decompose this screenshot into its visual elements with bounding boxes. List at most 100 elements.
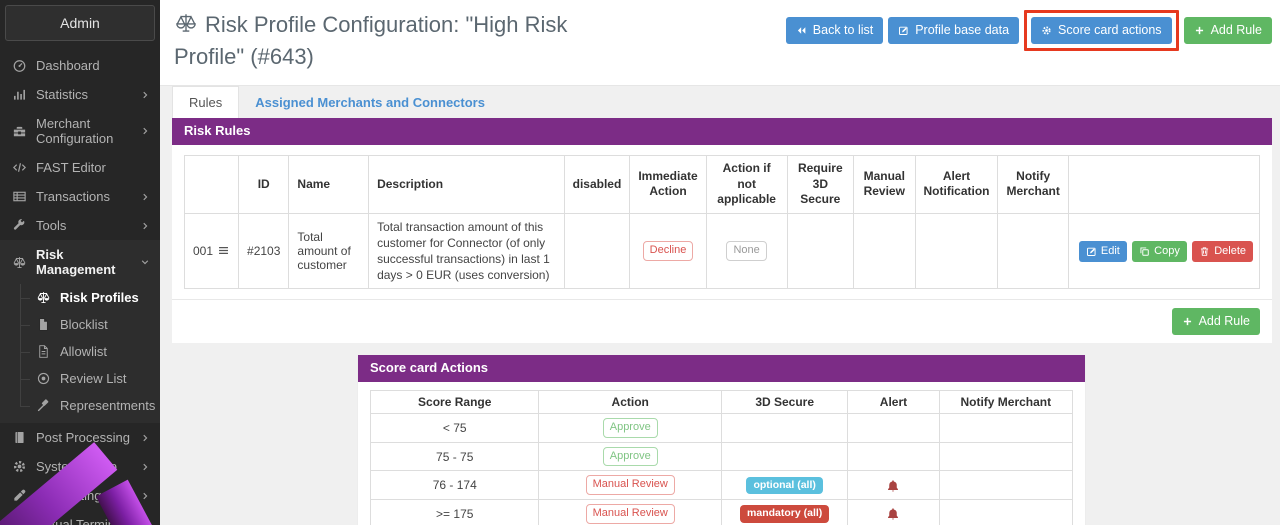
column-header-3d-secure: 3D Secure (720, 389, 849, 414)
score-action-cell: Manual Review (538, 499, 722, 525)
highlight-box-top: Score card actions (1024, 10, 1179, 51)
column-header-handle (183, 154, 240, 214)
sidebar-item-label: Virtual Terminal (36, 517, 126, 525)
page-title-text: Risk Profile Configuration: "High Risk P… (174, 12, 568, 69)
sidebar-item-dashboard[interactable]: Dashboard (0, 51, 160, 80)
score-row: 76 - 174 Manual Review optional (all) (369, 470, 1074, 501)
sidebar-item-review-list[interactable]: Review List (0, 365, 160, 392)
copy-icon (1140, 247, 1149, 256)
plus-icon (1183, 318, 1191, 326)
calculator-icon (14, 518, 25, 525)
sidebar-item-risk-management[interactable]: Risk Management (0, 240, 160, 284)
button-label: Edit (1100, 244, 1120, 257)
sidebar-item-allowlist[interactable]: Allowlist (0, 338, 160, 365)
sidebar-item-label: Merchant Configuration (36, 116, 114, 146)
edit-icon (1086, 247, 1096, 256)
sidebar-item-risk-profiles[interactable]: Risk Profiles (0, 284, 160, 311)
sidebar-item-blocklist[interactable]: Blocklist (0, 311, 160, 338)
tab-assigned-merchants-and-connectors[interactable]: Assigned Merchants and Connectors (255, 95, 485, 110)
button-label: Score card actions (1058, 23, 1162, 37)
drag-handle-icon[interactable] (217, 244, 230, 257)
sidebar-item-label: Tools (36, 218, 67, 233)
button-label: Profile base data (915, 23, 1010, 37)
sidebar-item-representments[interactable]: Representments (0, 392, 160, 419)
button-label: Back to list (812, 23, 874, 37)
book-icon (14, 431, 25, 444)
file-icon (39, 318, 48, 331)
rule-description-cell: Total transaction amount of this custome… (368, 212, 565, 290)
copy-rule-button[interactable]: Copy (1132, 240, 1187, 262)
sidebar-item-system-setup[interactable]: System Setup (0, 452, 160, 481)
tab-bar: Rules Assigned Merchants and Connectors (172, 86, 1272, 118)
sidebar-item-virtual-terminal[interactable]: Virtual Terminal (0, 510, 160, 525)
rule-row: 001 #2103 Total amount of customer Total… (183, 212, 1261, 290)
sidebar-item-tools[interactable]: Tools (0, 211, 160, 240)
add-rule-button-bottom[interactable]: Add Rule (1171, 308, 1260, 335)
score-row: >= 175 Manual Review mandatory (all) (369, 499, 1074, 525)
score-card-actions-button-top[interactable]: Score card actions (1031, 17, 1172, 44)
record-circle-icon (37, 372, 50, 385)
column-header-actions (1067, 154, 1261, 214)
score-range-cell: 75 - 75 (369, 441, 540, 472)
page-header: Risk Profile Configuration: "High Risk P… (160, 0, 1280, 86)
column-header-notify-merchant: Notify Merchant (938, 389, 1074, 414)
column-header-immediate-action: Immediate Action (629, 154, 707, 214)
edit-rule-button[interactable]: Edit (1078, 240, 1127, 262)
score-alert-cell (847, 470, 940, 501)
sidebar-item-label: Representments (60, 398, 156, 413)
chevron-right-icon (140, 491, 150, 501)
eyedropper-icon (14, 489, 26, 501)
score-card-table: Score Range Action 3D Secure Alert Notif… (369, 389, 1074, 525)
bell-icon (888, 508, 899, 520)
tab-rules[interactable]: Rules (172, 86, 240, 118)
sidebar-item-statistics[interactable]: Statistics (0, 80, 160, 109)
bell-icon (888, 480, 899, 492)
sidebar-item-post-processing[interactable]: Post Processing (0, 423, 160, 452)
sidebar-item-transactions[interactable]: Transactions (0, 182, 160, 211)
column-header-disabled: disabled (563, 154, 631, 214)
profile-base-data-button[interactable]: Profile base data (888, 17, 1020, 44)
sidebar-item-label: Dashboard (36, 58, 100, 73)
sidebar: Admin Dashboard Statistics Merchant Conf… (0, 0, 160, 525)
score-notify-cell (938, 470, 1074, 501)
header-buttons: Back to list Profile base data Score car… (785, 9, 1272, 51)
risk-rules-table: ID Name Description disabled Immediate A… (183, 154, 1261, 290)
gavel-icon (37, 399, 49, 412)
score-action-cell: Manual Review (538, 470, 722, 501)
table-list-icon (13, 191, 26, 202)
score-action-cell: Approve (538, 412, 722, 443)
rule-notify-merchant-cell (997, 212, 1069, 290)
page-title: Risk Profile Configuration: "High Risk P… (174, 9, 629, 73)
rule-immediate-action-cell: Decline (629, 212, 707, 290)
rule-disabled-cell (563, 212, 631, 290)
admin-menu-button[interactable]: Admin (5, 5, 155, 41)
approve-badge: Approve (602, 417, 658, 438)
column-header-alert-notification: Alert Notification (914, 154, 999, 214)
score-3d-secure-cell: mandatory (all) (720, 499, 849, 525)
delete-rule-button[interactable]: Delete (1192, 240, 1253, 262)
column-header-description: Description (368, 154, 565, 214)
risk-rules-heading: Risk Rules (172, 118, 1272, 145)
sidebar-item-label: Statistics (36, 87, 89, 102)
add-rule-button-top[interactable]: Add Rule (1183, 17, 1272, 44)
sidebar-item-api-testing[interactable]: API Testing (0, 481, 160, 510)
score-card-actions-heading: Score card Actions (358, 354, 1085, 382)
briefcase-icon (13, 126, 26, 136)
trash-icon (1201, 246, 1209, 256)
button-label: Delete (1214, 244, 1246, 257)
sidebar-item-merchant-configuration[interactable]: Merchant Configuration (0, 109, 160, 153)
manual-review-badge: Manual Review (585, 504, 675, 524)
decline-badge: Decline (642, 241, 694, 261)
chevron-right-icon (140, 90, 150, 100)
score-card-actions-body: Score Range Action 3D Secure Alert Notif… (358, 382, 1085, 525)
column-header-name: Name (288, 154, 370, 214)
column-header-notify-merchant: Notify Merchant (997, 154, 1069, 214)
sidebar-item-fast-editor[interactable]: FAST Editor (0, 153, 160, 182)
back-to-list-button[interactable]: Back to list (785, 17, 884, 44)
rule-alert-notification-cell (914, 212, 999, 290)
chevron-right-icon (140, 462, 150, 472)
score-range-cell: 76 - 174 (369, 470, 540, 501)
score-alert-cell (847, 499, 940, 525)
code-icon (13, 163, 26, 172)
